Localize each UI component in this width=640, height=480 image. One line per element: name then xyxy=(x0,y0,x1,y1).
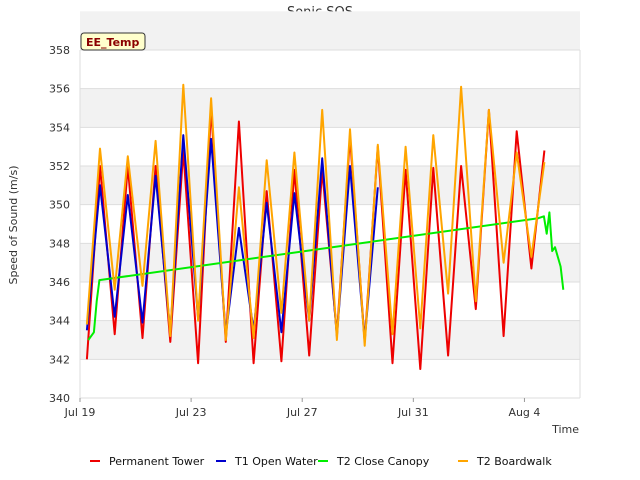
y-tick-label: 340 xyxy=(49,392,70,405)
grid-band xyxy=(80,11,580,51)
legend: Permanent Tower T1 Open Water T2 Close Can… xyxy=(90,455,552,468)
x-tick-label: Jul 19 xyxy=(64,406,96,419)
legend-label: T2 Close Canopy xyxy=(336,455,430,468)
x-tick-label: Aug 4 xyxy=(508,406,540,419)
y-tick-label: 358 xyxy=(49,44,70,57)
ee-temp-badge[interactable]: EE_Temp xyxy=(80,32,146,51)
y-axis: 340 342 344 346 348 350 352 354 356 358 xyxy=(49,44,70,405)
series-line-t2-close-canopy xyxy=(87,211,565,341)
badge-box xyxy=(80,32,146,51)
x-axis: Jul 19 Jul 23 Jul 27 Jul 31 Aug 4 xyxy=(64,398,540,419)
y-tick-label: 350 xyxy=(49,199,70,212)
y-tick-label: 354 xyxy=(49,121,70,134)
y-tick-label: 352 xyxy=(49,160,70,173)
legend-label: T1 Open Water xyxy=(234,455,318,468)
y-tick-label: 344 xyxy=(49,315,70,328)
legend-label: Permanent Tower xyxy=(109,455,205,468)
y-tick-label: 346 xyxy=(49,276,70,289)
y-axis-label: Speed of Sound (m/s) xyxy=(7,166,20,285)
x-tick-label: Jul 31 xyxy=(397,406,429,419)
y-tick-label: 348 xyxy=(49,237,70,250)
legend-label: T2 Boardwalk xyxy=(476,455,552,468)
grid-band xyxy=(80,88,580,128)
x-axis-label: Time xyxy=(551,423,579,436)
series-line-t2-boardwalk xyxy=(85,83,546,347)
x-tick-label: Jul 27 xyxy=(286,406,318,419)
y-tick-label: 356 xyxy=(49,83,70,96)
grid-band xyxy=(80,320,580,360)
y-tick-label: 342 xyxy=(49,353,70,366)
series-lines xyxy=(85,83,565,370)
badge-label: EE_Temp xyxy=(86,36,139,49)
x-tick-label: Jul 23 xyxy=(175,406,207,419)
